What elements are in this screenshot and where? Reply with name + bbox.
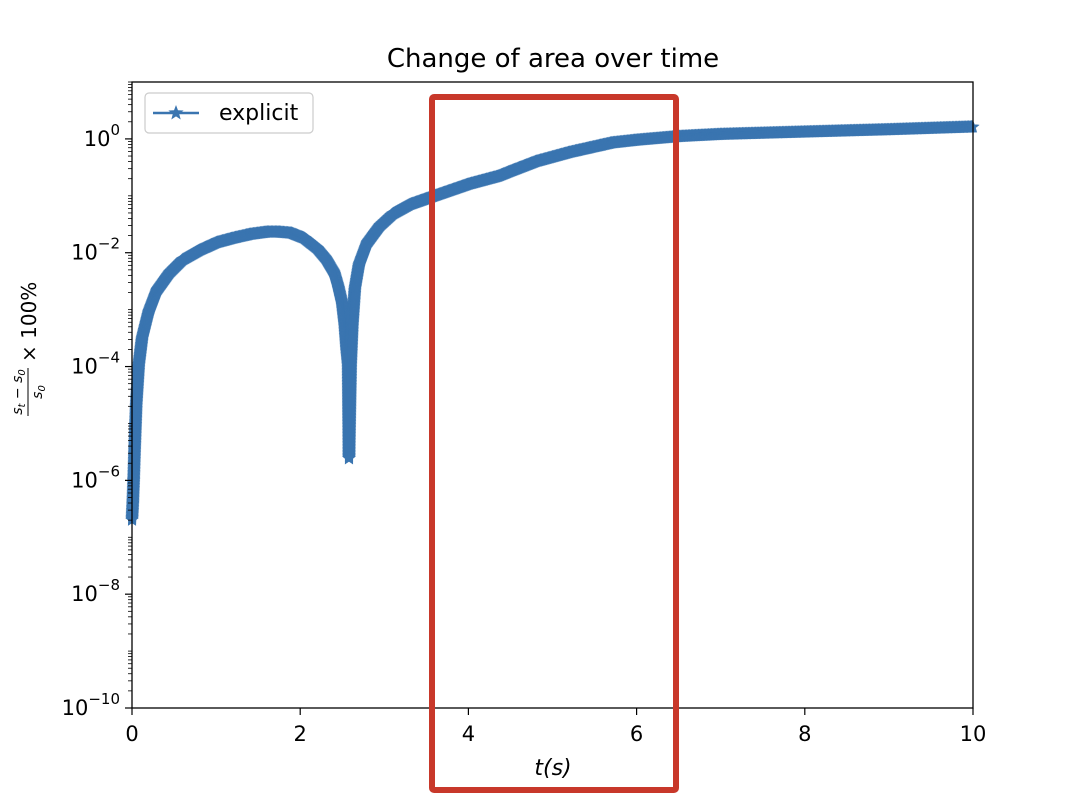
data-point-marker [127, 473, 141, 487]
x-axis: 0 2 4 6 8 10 [125, 708, 986, 746]
data-point-marker [342, 451, 356, 465]
legend-label-explicit: explicit [219, 101, 299, 126]
legend-box [144, 92, 314, 134]
chart-title: Change of area over time [387, 44, 719, 74]
highlight-box [429, 94, 679, 793]
y-tick-label: 10−6 [71, 462, 120, 492]
x-tick-label: 8 [798, 722, 811, 746]
y-axis-label: st − s0 s0 × 100% [10, 282, 48, 416]
data-point-marker [126, 496, 140, 509]
x-tick-label: 2 [294, 722, 307, 746]
y-label-numerator: st − s0 [10, 369, 28, 415]
y-tick-label: 10−8 [71, 576, 120, 606]
y-tick-label: 10−2 [71, 235, 120, 265]
x-tick-label: 6 [630, 722, 643, 746]
plot-area [125, 119, 980, 526]
x-tick-label: 10 [960, 722, 987, 746]
legend-marker-star [168, 105, 184, 120]
axes-frame [131, 81, 974, 709]
legend: explicit [144, 92, 314, 134]
y-tick-label: 100 [84, 121, 120, 151]
y-axis: 10−10 10−8 10−6 10−4 10−2 100 [62, 81, 132, 720]
y-tick-label: 10−10 [62, 690, 120, 720]
x-tick-label: 0 [125, 722, 138, 746]
y-tick-label: 10−4 [71, 349, 120, 379]
y-label-suffix: × 100% [17, 282, 41, 362]
x-axis-label: t(s) [534, 756, 571, 781]
x-tick-label: 4 [462, 722, 475, 746]
